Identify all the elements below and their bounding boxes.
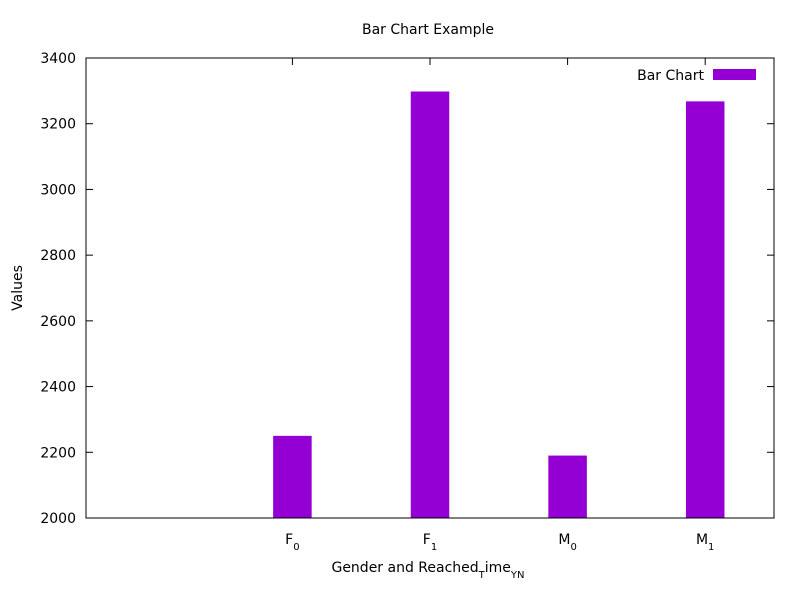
legend-label: Bar Chart — [637, 68, 704, 84]
y-tick-label: 3000 — [40, 182, 76, 198]
x-axis-label-part: ime — [485, 560, 511, 576]
x-tick-label: M0 — [558, 532, 576, 553]
legend-swatch — [713, 69, 756, 80]
bar — [273, 435, 312, 518]
x-tick-labels: F0 F1 M0 M1 — [285, 532, 714, 553]
y-tick-label: 3400 — [40, 51, 76, 67]
x-axis-label-subscript: T — [478, 570, 486, 581]
axis-ticks: 2000 2200 2400 2600 2800 3000 3200 3400 — [40, 51, 774, 527]
y-axis-label: Values — [10, 265, 26, 311]
y-tick-label: 2600 — [40, 314, 76, 330]
bars — [273, 91, 725, 518]
bar — [685, 101, 725, 518]
bar — [410, 91, 450, 518]
x-tick-label: F1 — [423, 532, 437, 553]
y-tick-label: 2800 — [40, 248, 76, 264]
x-axis-label-subscript: YN — [510, 570, 525, 581]
y-tick-label: 2200 — [40, 445, 76, 461]
x-tick-label: M1 — [696, 532, 714, 553]
plot-frame — [85, 57, 775, 519]
x-tick-label: F0 — [285, 532, 299, 553]
x-axis-label-part: Gender and Reached — [331, 560, 478, 576]
chart-title: Bar Chart Example — [362, 22, 494, 38]
legend: Bar Chart — [637, 68, 756, 84]
y-tick-label: 2400 — [40, 380, 76, 396]
y-tick-label: 2000 — [40, 511, 76, 527]
bar — [548, 455, 587, 518]
x-axis-label: Gender and ReachedTimeYN — [331, 560, 524, 581]
y-tick-label: 3200 — [40, 117, 76, 133]
